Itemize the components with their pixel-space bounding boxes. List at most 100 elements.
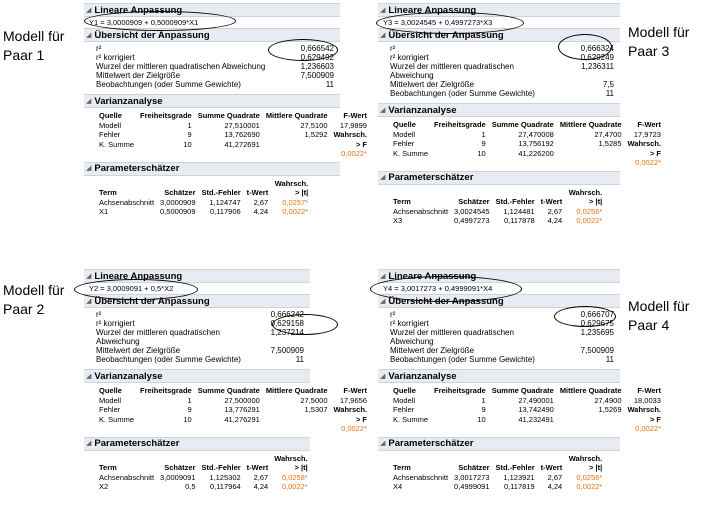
table-cell: 27,470008 [518, 129, 554, 139]
section-parameter-estimates[interactable]: ◢ Parameterschätzer [84, 161, 340, 176]
summary-label: r² [96, 310, 102, 319]
collapse-triangle-icon[interactable]: ◢ [86, 97, 92, 105]
table-header-row: Quelle Freiheitsgrade Summe Quadrate Mittle… [390, 120, 664, 130]
label-model-1: Modell für Paar 1 [3, 28, 65, 63]
table-header-row: Term Schätzer Std.-Fehler t-Wert Wahrsch. > … [96, 179, 311, 198]
collapse-triangle-icon[interactable]: ◢ [380, 6, 386, 14]
collapse-triangle-icon[interactable]: ◢ [380, 106, 386, 114]
table-cell [557, 149, 625, 159]
collapse-triangle-icon[interactable]: ◢ [380, 272, 386, 280]
table-row: Achsenabschnitt 3,0017273 1,123921 2,67 0,02… [390, 473, 605, 483]
collapse-triangle-icon[interactable]: ◢ [86, 165, 92, 172]
table-cell: Wahrsch. [627, 405, 661, 414]
collapse-triangle-icon[interactable]: ◢ [86, 372, 92, 380]
section-linear-fit[interactable]: ◢ Lineare Anpassung [84, 3, 340, 17]
column-header: Schätzer [458, 463, 490, 472]
fit-summary-table: r² 0,666542 r² korrigiert 0,629492 Wurzel de… [84, 42, 340, 91]
table-cell: Achsenabschnitt [393, 472, 449, 482]
table-row: K. Summe 10 41,232491 > F [390, 415, 664, 425]
column-header: Quelle [393, 386, 416, 395]
column-header: Quelle [99, 111, 122, 120]
section-linear-fit[interactable]: ◢ Lineare Anpassung [84, 269, 310, 283]
column-header: Freiheitsgrade [140, 386, 192, 395]
summary-value: 0,666707 [580, 310, 614, 319]
table-cell: Wahrsch. [333, 405, 367, 414]
table-cell: 18,0033 [633, 395, 661, 405]
table-cell: Wahrsch. [627, 139, 661, 148]
table-cell: 2,67 [253, 197, 269, 207]
column-header: t-Wert [246, 188, 269, 197]
section-parameter-estimates[interactable]: ◢ Parameterschätzer [378, 170, 620, 185]
table-cell: Fehler [99, 405, 121, 414]
table-cell: 1,124747 [209, 197, 241, 207]
section-fit-summary[interactable]: ◢ Übersicht der Anpassung [378, 294, 620, 308]
summary-value: 11 [325, 80, 334, 89]
collapse-triangle-icon[interactable]: ◢ [380, 440, 386, 447]
collapse-triangle-icon[interactable]: ◢ [380, 297, 386, 305]
column-header: Quelle [393, 120, 416, 129]
table-cell: Fehler [393, 139, 415, 148]
section-fit-summary[interactable]: ◢ Übersicht der Anpassung [84, 294, 310, 308]
section-linear-fit[interactable]: ◢ Lineare Anpassung [378, 269, 620, 283]
table-cell: 0,4997273 [454, 216, 490, 225]
section-linear-fit[interactable]: ◢ Lineare Anpassung [378, 3, 620, 17]
column-header: Wahrsch. > |t| [568, 187, 603, 207]
section-fit-summary[interactable]: ◢ Übersicht der Anpassung [378, 28, 620, 42]
column-header: Mittlere Quadrate [559, 386, 622, 395]
table-cell: X2 [99, 482, 109, 491]
table-cell: 0,0257* [282, 197, 309, 207]
summary-label: Wurzel der mittleren quadratischen Abwei… [390, 62, 514, 80]
table-row: Achsenabschnitt 3,0009091 1,125302 2,67 0,02… [96, 473, 311, 483]
table-header-row: Quelle Freiheitsgrade Summe Quadrate Mittle… [96, 386, 370, 396]
table-cell [263, 415, 331, 425]
section-parameter-estimates[interactable]: ◢ Parameterschätzer [84, 436, 310, 451]
table-cell: 0,117964 [209, 482, 241, 491]
label-model-2: Modell für Paar 2 [3, 282, 65, 317]
collapse-triangle-icon[interactable]: ◢ [86, 31, 92, 39]
table-cell: 9 [187, 130, 192, 139]
fit-summary-table: r² 0,666707 r² korrigiert 0,629675 Wurzel de… [378, 308, 620, 366]
section-anova[interactable]: ◢ Varianzanalyse [378, 369, 620, 383]
section-parameter-estimates[interactable]: ◢ Parameterschätzer [378, 436, 620, 451]
section-anova[interactable]: ◢ Varianzanalyse [84, 94, 340, 108]
table-cell: Fehler [99, 130, 121, 139]
p-value: 0,0022* [635, 424, 661, 433]
table-cell: 10 [183, 414, 192, 424]
table-cell: 1,5292 [304, 130, 328, 139]
table-cell: 27,4900 [594, 395, 622, 405]
table-cell: 3,0024545 [454, 206, 490, 216]
column-header: Std.-Fehler [201, 188, 241, 197]
collapse-triangle-icon[interactable]: ◢ [86, 272, 92, 280]
table-row: Modell 1 27,490001 27,4900 18,0033 [390, 396, 664, 406]
collapse-triangle-icon[interactable]: ◢ [380, 31, 386, 39]
report-panel-4: ◢ Lineare Anpassung Y4 = 3,0017273 + 0,499… [378, 269, 661, 492]
table-cell: 0,5000909 [160, 207, 196, 216]
collapse-triangle-icon[interactable]: ◢ [86, 297, 92, 305]
summary-value: 0,666542 [300, 44, 334, 53]
collapse-triangle-icon[interactable]: ◢ [380, 174, 386, 181]
column-header: Mittlere Quadrate [265, 386, 328, 395]
table-cell: 0,117819 [503, 482, 535, 491]
table-row: Modell 1 27,470008 27,4700 17,9723 [390, 130, 664, 140]
section-anova[interactable]: ◢ Varianzanalyse [84, 369, 310, 383]
summary-label: r² korrigiert [390, 53, 429, 62]
section-fit-summary[interactable]: ◢ Übersicht der Anpassung [84, 28, 340, 42]
table-cell: 4,24 [253, 482, 269, 491]
table-cell: 10 [477, 148, 486, 158]
table-cell: Wahrsch. [333, 130, 367, 139]
column-header: F-Wert [637, 120, 661, 129]
collapse-triangle-icon[interactable]: ◢ [86, 6, 92, 14]
table-cell: > F [649, 414, 661, 424]
parameter-table: Term Schätzer Std.-Fehler t-Wert Wahrsch. > … [390, 188, 605, 226]
summary-label: r² [390, 44, 396, 53]
summary-value: 0,629675 [580, 319, 614, 328]
column-header: t-Wert [540, 197, 563, 206]
table-cell: 3,0017273 [454, 472, 490, 482]
collapse-triangle-icon[interactable]: ◢ [86, 440, 92, 447]
section-anova[interactable]: ◢ Varianzanalyse [378, 103, 620, 117]
summary-label: Mittelwert der Zielgröße [390, 80, 475, 89]
summary-label: r² korrigiert [96, 53, 135, 62]
summary-value: 7,500909 [300, 71, 334, 80]
collapse-triangle-icon[interactable]: ◢ [380, 372, 386, 380]
table-row: Achsenabschnitt 3,0000909 1,124747 2,67 0,02… [96, 198, 311, 208]
